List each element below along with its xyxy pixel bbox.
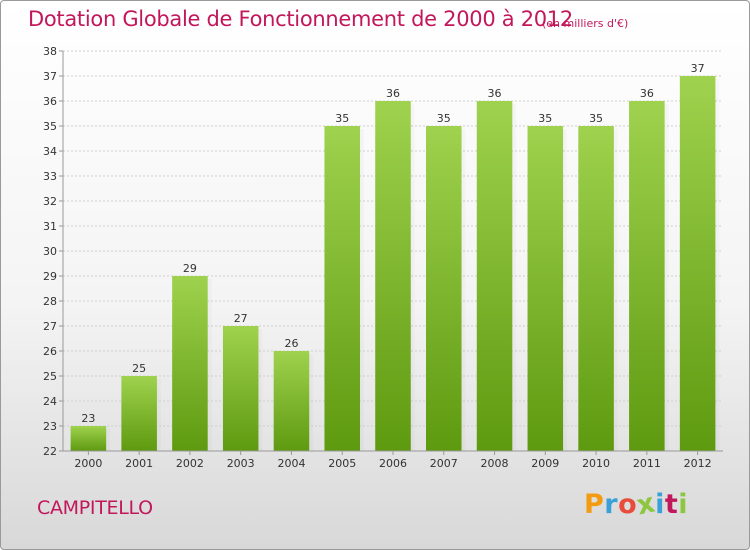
value-label: 35 — [538, 112, 552, 125]
bar — [273, 351, 310, 451]
value-label: 37 — [691, 62, 705, 75]
y-tick-label: 22 — [43, 445, 57, 458]
chart-title: Dotation Globale de Fonctionnement de 20… — [28, 7, 573, 31]
commune-name: CAMPITELLO — [37, 497, 153, 519]
y-tick-label: 31 — [43, 220, 57, 233]
value-label: 27 — [234, 312, 248, 325]
logo-letter: t — [664, 489, 679, 520]
bar — [426, 126, 462, 451]
axes: 22 23 24 25 26 27 28 29 30 31 32 33 34 35 36 37 38 2000 20… — [43, 45, 723, 470]
x-tick-label: 2010 — [582, 457, 610, 470]
bar — [121, 376, 157, 451]
x-tick-label: 2002 — [176, 457, 204, 470]
bar — [172, 276, 208, 451]
y-tick-label: 35 — [43, 120, 57, 133]
y-tick-label: 37 — [43, 70, 57, 83]
value-label: 36 — [488, 87, 502, 100]
x-tick-label: 2012 — [684, 457, 712, 470]
bar — [527, 126, 564, 451]
x-tick-label: 2005 — [328, 457, 356, 470]
y-tick-label: 29 — [43, 270, 57, 283]
y-tick-label: 33 — [43, 170, 57, 183]
bar — [375, 101, 411, 451]
x-tick-label: 2004 — [277, 457, 305, 470]
logo-letter: o — [618, 489, 638, 520]
y-tick-label: 32 — [43, 195, 57, 208]
y-tick-label: 30 — [43, 245, 57, 258]
bar — [324, 126, 360, 451]
y-tick-label: 38 — [43, 45, 57, 58]
value-label: 35 — [437, 112, 451, 125]
y-tick-label: 25 — [43, 370, 57, 383]
logo-letter: r — [604, 489, 619, 520]
value-label: 26 — [284, 337, 298, 350]
x-tick-label: 2011 — [633, 457, 661, 470]
y-tick-label: 23 — [43, 420, 57, 433]
x-tick-label: 2008 — [481, 457, 509, 470]
value-label: 23 — [81, 412, 95, 425]
value-label: 35 — [335, 112, 349, 125]
value-label: 35 — [589, 112, 603, 125]
bar — [629, 101, 665, 451]
x-tick-label: 2009 — [531, 457, 559, 470]
y-tick-label: 34 — [43, 145, 57, 158]
logo-letter: i — [655, 489, 665, 520]
x-tick-label: 2007 — [430, 457, 458, 470]
bars: 23 25 29 27 26 35 36 35 36 35 35 36 37 — [70, 62, 720, 451]
bar — [476, 101, 513, 451]
bar — [70, 426, 107, 451]
value-label: 36 — [386, 87, 400, 100]
y-tick-label: 24 — [43, 395, 57, 408]
unit-label: (en milliers d'€) — [542, 17, 629, 30]
value-label: 25 — [132, 362, 146, 375]
value-label: 29 — [183, 262, 197, 275]
x-tick-label: 2003 — [227, 457, 255, 470]
logo-letter: i — [678, 489, 689, 520]
bar — [679, 76, 716, 451]
proxiti-logo: Proxiti — [584, 487, 689, 521]
logo-letter: P — [584, 489, 605, 520]
x-tick-label: 2006 — [379, 457, 407, 470]
bar — [578, 126, 614, 451]
y-tick-label: 36 — [43, 95, 57, 108]
y-tick-label: 26 — [43, 345, 57, 358]
value-label: 36 — [640, 87, 654, 100]
x-tick-label: 2001 — [125, 457, 153, 470]
x-tick-label: 2000 — [74, 457, 102, 470]
bar — [222, 326, 259, 451]
y-tick-label: 28 — [43, 295, 57, 308]
y-tick-label: 27 — [43, 320, 57, 333]
